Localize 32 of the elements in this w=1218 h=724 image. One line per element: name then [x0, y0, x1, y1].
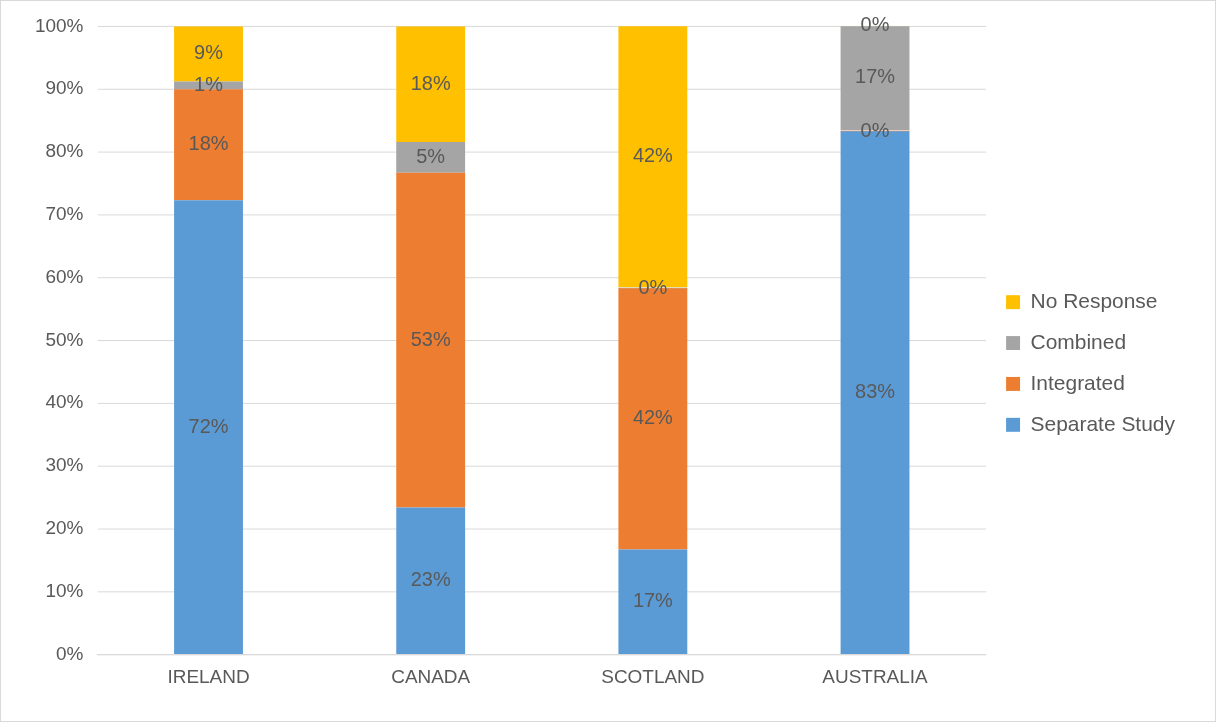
data-label: 23%: [410, 568, 451, 591]
y-tick-label: 20%: [45, 517, 84, 538]
y-tick-label: 80%: [45, 140, 84, 162]
legend-label: Separate Study: [1030, 411, 1176, 435]
data-label: 0%: [860, 13, 890, 36]
legend-label: No Response: [1030, 288, 1158, 312]
data-label: 18%: [188, 132, 229, 155]
data-label: 18%: [410, 71, 451, 94]
legend-label: Integrated: [1030, 370, 1125, 394]
y-tick-label: 0%: [56, 642, 84, 664]
y-tick-label: 10%: [45, 579, 84, 601]
data-label: 17%: [632, 589, 674, 612]
data-label: 42%: [632, 143, 674, 166]
y-tick-label: 50%: [45, 328, 84, 350]
data-label: 72%: [188, 414, 229, 437]
legend-label: Combined: [1030, 329, 1127, 353]
x-tick-label: IRELAND: [167, 665, 250, 687]
x-tick-label: AUSTRALIA: [822, 665, 929, 687]
x-tick-label: CANADA: [391, 665, 471, 687]
y-tick-label: 70%: [45, 202, 84, 224]
y-tick-label: 100%: [34, 14, 84, 36]
y-tick-label: 90%: [45, 77, 84, 99]
data-label: 17%: [855, 65, 896, 88]
data-label: 53%: [410, 327, 451, 350]
data-label: 5%: [416, 144, 446, 167]
data-label: 9%: [194, 41, 224, 64]
y-tick-label: 40%: [45, 391, 84, 413]
y-tick-label: 60%: [45, 265, 84, 287]
data-label: 42%: [632, 406, 674, 429]
y-tick-label: 30%: [45, 454, 84, 476]
x-tick-label: SCOTLAND: [601, 665, 705, 687]
data-label: 83%: [855, 380, 896, 403]
